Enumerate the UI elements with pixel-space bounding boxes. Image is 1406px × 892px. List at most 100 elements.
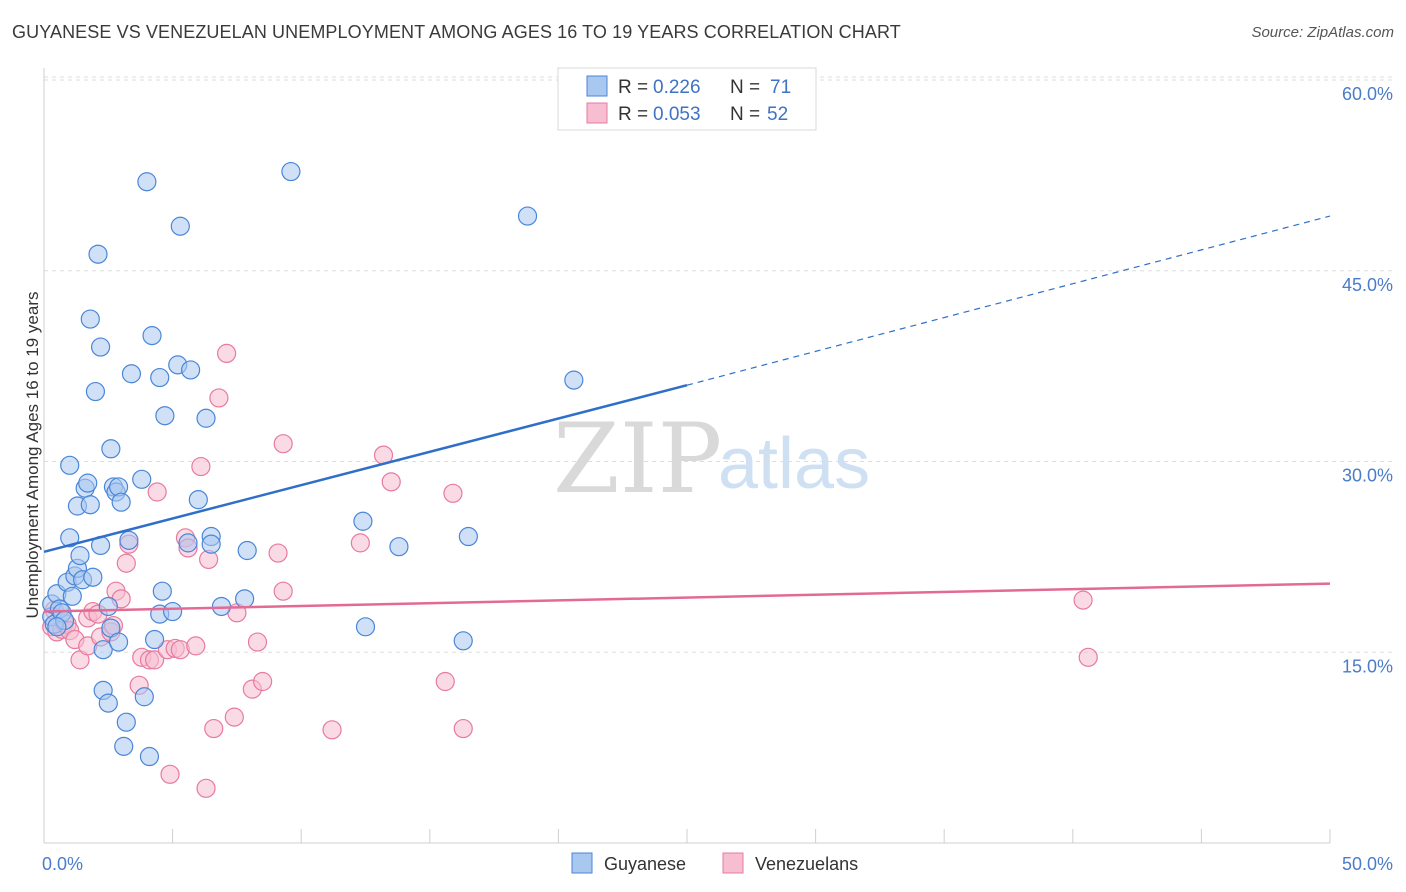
venezuelans-point-26 bbox=[160, 764, 180, 784]
guyanese-point-61 bbox=[235, 589, 255, 609]
legend-r-value-venezuelans: 0.053 bbox=[653, 104, 701, 125]
venezuelans-point-33 bbox=[196, 778, 216, 798]
guyanese-point-69 bbox=[564, 370, 584, 390]
guyanese-point-46 bbox=[150, 367, 170, 388]
venezuelans-point-46 bbox=[322, 720, 342, 740]
guyanese-point-44 bbox=[142, 326, 162, 346]
guyanese-point-39 bbox=[121, 364, 142, 384]
guyanese-point-21 bbox=[85, 381, 106, 402]
venezuelans-point-49 bbox=[381, 472, 401, 492]
guyanese-point-35 bbox=[111, 492, 131, 512]
guyanese-point-8 bbox=[60, 455, 80, 475]
legend-r-label-venezuelans: R = bbox=[618, 104, 648, 125]
guyanese-point-65 bbox=[389, 537, 409, 557]
venezuelans-point-44 bbox=[273, 581, 293, 601]
guyanese-point-25 bbox=[93, 640, 113, 660]
guyanese-point-58 bbox=[201, 534, 221, 554]
venezuelans-point-31 bbox=[186, 636, 206, 656]
guyanese-point-27 bbox=[98, 596, 118, 617]
y-tick-label-1: 30.0% bbox=[1342, 466, 1393, 486]
venezuelans-point-37 bbox=[217, 343, 237, 364]
series-guyanese bbox=[42, 161, 584, 767]
guyanese-point-17 bbox=[78, 473, 98, 493]
venezuelans-point-45 bbox=[273, 434, 293, 454]
guyanese-point-48 bbox=[152, 581, 172, 601]
venezuelans-point-24 bbox=[147, 482, 167, 502]
venezuelans-point-23 bbox=[144, 650, 165, 670]
guyanese-point-64 bbox=[355, 617, 376, 637]
legend-r-value-guyanese: 0.226 bbox=[653, 77, 701, 98]
x-tick-label-0: 0.0% bbox=[42, 854, 83, 874]
guyanese-point-49 bbox=[155, 406, 175, 426]
venezuelans-point-51 bbox=[443, 483, 463, 503]
x-tick-label-1: 50.0% bbox=[1342, 854, 1393, 874]
guyanese-point-18 bbox=[80, 495, 100, 515]
guyanese-point-50 bbox=[163, 601, 183, 622]
venezuelans-point-47 bbox=[350, 533, 370, 553]
venezuelans-point-32 bbox=[191, 456, 211, 477]
source-credit: Source: ZipAtlas.com bbox=[1251, 24, 1394, 41]
venezuelans-point-43 bbox=[268, 543, 288, 563]
guyanese-point-52 bbox=[170, 216, 190, 236]
guyanese-point-10 bbox=[62, 586, 82, 606]
guyanese-point-43 bbox=[139, 746, 160, 767]
legend-swatch-guyanese bbox=[586, 75, 608, 97]
bottom-legend-swatch-guyanese bbox=[571, 852, 593, 874]
venezuelans-point-41 bbox=[247, 632, 268, 652]
chart-title: GUYANESE VS VENEZUELAN UNEMPLOYMENT AMON… bbox=[12, 22, 901, 42]
legend-r-label-guyanese: R = bbox=[618, 77, 648, 98]
tick-labels: 15.0% 30.0% 45.0% 60.0% 0.0% 50.0% bbox=[42, 84, 1393, 874]
axes bbox=[43, 68, 1331, 844]
guyanese-trend-extension bbox=[686, 215, 1331, 386]
venezuelans-point-38 bbox=[224, 707, 244, 727]
bottom-legend-venezuelans: Venezuelans bbox=[755, 854, 858, 874]
bottom-legend-swatch-venezuelans bbox=[722, 852, 744, 874]
y-tick-label-2: 45.0% bbox=[1342, 275, 1393, 295]
guyanese-point-45 bbox=[144, 629, 165, 650]
venezuelans-point-18 bbox=[116, 553, 136, 573]
guyanese-point-41 bbox=[134, 687, 154, 707]
venezuelans-point-36 bbox=[209, 388, 229, 408]
legend-swatch-venezuelans bbox=[586, 102, 608, 124]
guyanese-point-34 bbox=[108, 632, 129, 652]
venezuelans-point-54 bbox=[1078, 647, 1098, 667]
legend-n-label-venezuelans: N = bbox=[730, 104, 760, 125]
guyanese-point-67 bbox=[458, 526, 478, 547]
venezuelans-trend-line bbox=[43, 582, 1331, 613]
watermark-atlas: atlas bbox=[718, 424, 870, 504]
guyanese-point-53 bbox=[178, 533, 198, 553]
guyanese-point-54 bbox=[181, 360, 201, 380]
guyanese-point-29 bbox=[101, 439, 121, 459]
legend-n-value-guyanese: 71 bbox=[770, 77, 791, 98]
guyanese-point-19 bbox=[80, 309, 100, 329]
venezuelans-point-53 bbox=[1073, 590, 1093, 610]
guyanese-point-14 bbox=[70, 546, 90, 566]
guyanese-trend-line bbox=[43, 383, 688, 553]
guyanese-point-56 bbox=[196, 408, 216, 428]
guyanese-point-20 bbox=[83, 567, 103, 587]
guyanese-point-70 bbox=[47, 617, 67, 637]
venezuelans-point-50 bbox=[435, 671, 455, 692]
venezuelans-point-35 bbox=[204, 718, 224, 739]
guyanese-point-42 bbox=[137, 172, 157, 192]
guyanese-point-68 bbox=[517, 206, 538, 226]
series-legend: Guyanese Venezuelans bbox=[571, 852, 858, 874]
guyanese-point-23 bbox=[90, 337, 111, 357]
venezuelans-point-52 bbox=[453, 718, 473, 739]
y-tick-label-0: 15.0% bbox=[1342, 656, 1393, 676]
guyanese-point-28 bbox=[98, 693, 118, 713]
legend-n-label-guyanese: N = bbox=[730, 77, 760, 98]
watermark-zip: ZIP bbox=[553, 403, 722, 515]
bottom-legend-guyanese: Guyanese bbox=[604, 854, 686, 874]
gridlines bbox=[44, 76, 1392, 653]
legend-n-value-venezuelans: 52 bbox=[767, 104, 788, 125]
y-axis-label: Unemployment Among Ages 16 to 19 years bbox=[23, 292, 42, 619]
trend-lines bbox=[43, 215, 1331, 613]
guyanese-point-63 bbox=[353, 511, 373, 531]
guyanese-point-40 bbox=[132, 469, 152, 489]
guyanese-point-22 bbox=[88, 244, 108, 264]
guyanese-point-9 bbox=[60, 528, 80, 548]
guyanese-point-36 bbox=[114, 736, 134, 756]
y-tick-label-3: 60.0% bbox=[1342, 84, 1393, 104]
